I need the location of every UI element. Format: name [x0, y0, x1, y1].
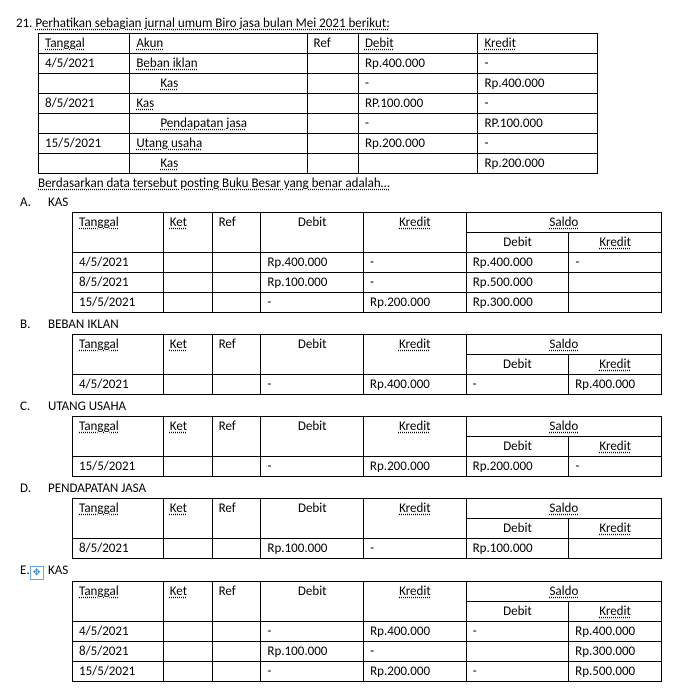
table-row: 15/5/2021 Utang usaha Rp.200.000 - [39, 134, 598, 154]
option-e: E.✥ KAS [16, 563, 678, 579]
option-letter: B. [16, 317, 48, 332]
col-kredit: Kredit [484, 36, 516, 51]
table-row: 4/5/2021 - Rp.400.000 - Rp.400.000 [73, 375, 662, 395]
option-d: D. PENDAPATAN JASA [16, 481, 678, 496]
table-row: 8/5/2021 Rp.100.000 - Rp.100.000 [73, 539, 662, 559]
table-row: Kas Rp.200.000 [39, 154, 598, 174]
table-row: 8/5/2021 Rp.100.000 - Rp.500.000 [73, 273, 662, 293]
option-letter: D. [16, 481, 48, 496]
col-debit: Debit [365, 36, 394, 51]
table-row: 8/5/2021 Rp.100.000 - Rp.300.000 [73, 642, 662, 662]
table-row: 15/5/2021 - Rp.200.000 Rp.300.000 [73, 293, 662, 313]
option-title: PENDAPATAN JASA [48, 481, 146, 496]
option-a: A. KAS [16, 195, 678, 210]
option-title: KAS [48, 195, 68, 210]
subquestion: Berdasarkan data tersebut posting Buku B… [38, 176, 678, 191]
ledger-table-c: Tanggal Ket Ref Debit Kredit Saldo Debit… [72, 416, 662, 477]
ledger-table-a: Tanggal Ket Ref Debit Kredit Saldo Debit… [72, 212, 662, 313]
option-title: BEBAN IKLAN [48, 317, 119, 332]
table-row: 15/5/2021 - Rp.200.000 Rp.200.000 - [73, 457, 662, 477]
option-title: KAS [48, 563, 68, 578]
option-letter: C. [16, 399, 48, 414]
table-row: Kas - Rp.400.000 [39, 74, 598, 94]
table-row: 4/5/2021 Rp.400.000 - Rp.400.000 - [73, 253, 662, 273]
option-c: C. UTANG USAHA [16, 399, 678, 414]
table-row: 4/5/2021 - Rp.400.000 - Rp.400.000 [73, 622, 662, 642]
journal-table: Tanggal Akun Ref Debit Kredit 4/5/2021 B… [38, 33, 598, 174]
col-akun: Akun [136, 36, 163, 51]
col-ref: Ref [314, 36, 331, 51]
col-tanggal: Tanggal [45, 36, 85, 51]
ledger-table-e: Tanggal Ket Ref Debit Kredit Saldo Debit… [72, 581, 662, 682]
option-letter: A. [16, 195, 48, 210]
question-text: Perhatikan sebagian jurnal umum Biro jas… [35, 16, 389, 31]
table-row: 4/5/2021 Beban iklan Rp.400.000 - [39, 54, 598, 74]
table-anchor-icon: ✥ [30, 566, 44, 580]
table-row: 8/5/2021 Kas RP.100.000 - [39, 94, 598, 114]
option-letter: E.✥ [16, 563, 48, 579]
option-b: B. BEBAN IKLAN [16, 317, 678, 332]
ledger-table-d: Tanggal Ket Ref Debit Kredit Saldo Debit… [72, 498, 662, 559]
table-row: Pendapatan jasa - RP.100.000 [39, 114, 598, 134]
option-title: UTANG USAHA [48, 399, 126, 414]
question-line: 21. Perhatikan sebagian jurnal umum Biro… [16, 16, 678, 31]
ledger-table-b: Tanggal Ket Ref Debit Kredit Saldo Debit… [72, 334, 662, 395]
question-number: 21. [16, 16, 32, 31]
table-row: 15/5/2021 - Rp.200.000 - Rp.500.000 [73, 662, 662, 682]
